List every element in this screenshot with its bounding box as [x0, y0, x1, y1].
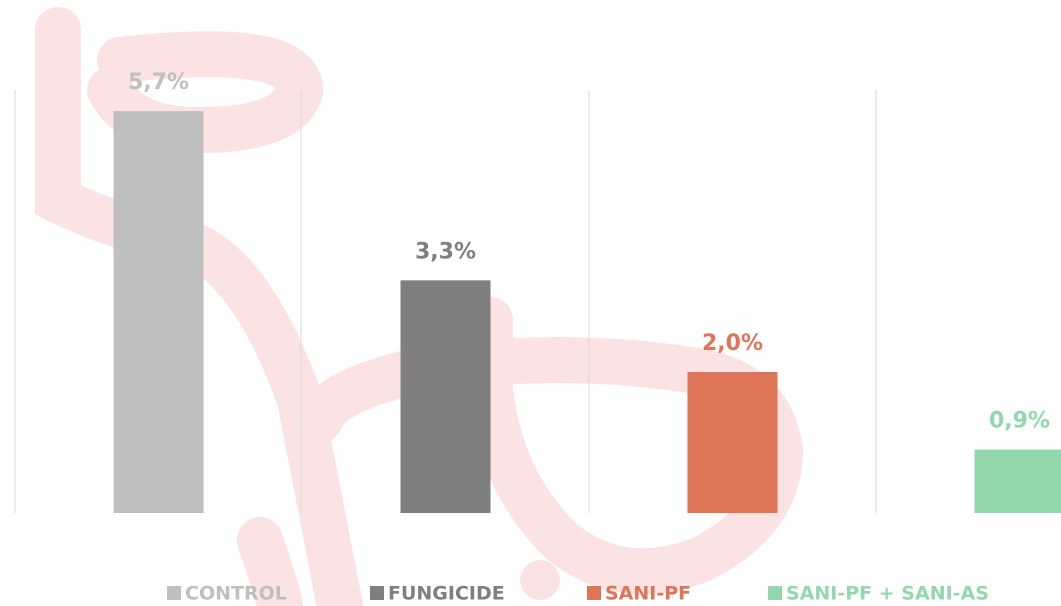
legend-label: SANI-PF + SANI-AS	[786, 583, 989, 605]
legend-swatch	[370, 586, 384, 600]
legend-label: FUNGICIDE	[388, 583, 505, 605]
bar	[113, 111, 204, 514]
value-label: 2,0%	[702, 331, 763, 356]
value-label: 5,7%	[128, 70, 189, 95]
value-label: 3,3%	[415, 239, 476, 264]
bar	[974, 449, 1061, 513]
bar	[687, 372, 778, 513]
legend-label: CONTROL	[185, 583, 287, 605]
separators	[14, 90, 877, 513]
bar	[400, 280, 491, 513]
legend-swatch	[587, 586, 601, 600]
legend-label: SANI-PF	[605, 583, 691, 605]
value-label: 0,9%	[989, 409, 1050, 434]
legend-swatch	[768, 586, 782, 600]
legend-swatch	[167, 586, 181, 600]
